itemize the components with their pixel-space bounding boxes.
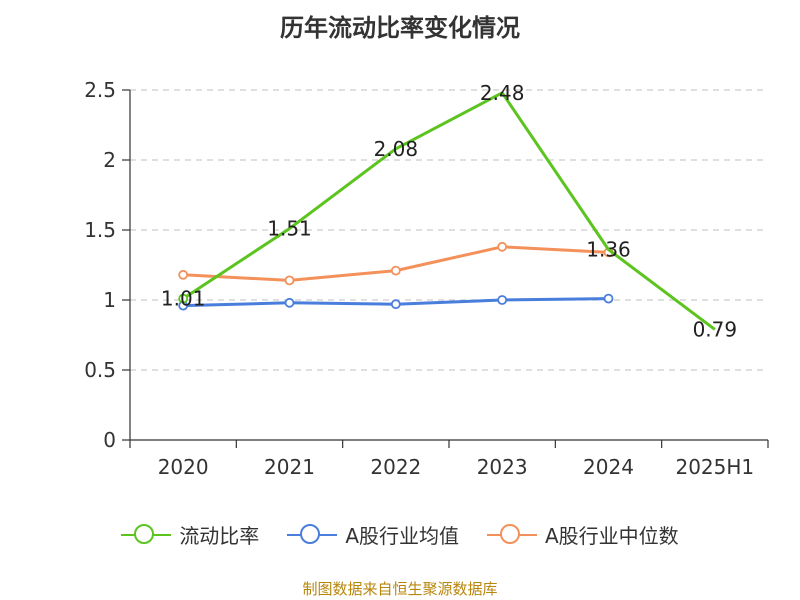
series-group [178,91,716,331]
data-label: 1.01 [161,287,206,311]
data-label: 0.79 [693,317,738,341]
x-tick-label: 2022 [370,455,421,479]
y-tick-label: 2.5 [84,78,116,102]
legend-item-series-0[interactable]: 流动比率 [121,520,259,549]
data-point [178,293,189,304]
x-tick-label: 2023 [477,455,528,479]
x-tick-label: 2020 [158,455,209,479]
data-label: 1.51 [267,217,312,241]
data-point [284,275,295,286]
y-tick-label: 2 [103,148,116,172]
series-line-0 [182,91,716,331]
x-tick-label: 2021 [264,455,315,479]
data-labels: 1.01 1.51 2.08 2.48 1.36 0.79 [161,81,737,342]
legend-item-series-2[interactable]: A股行业中位数 [487,520,679,549]
x-tick-label: 2025H1 [675,455,754,479]
legend-swatch-icon [487,523,537,547]
data-label: 2.08 [374,137,419,161]
legend-label: A股行业中位数 [545,524,679,548]
data-point [497,295,508,305]
data-point [390,299,401,310]
grid-lines [130,89,768,371]
legend: 流动比率 A股行业均值 A股行业中位数 [0,520,800,549]
legend-label: 流动比率 [179,524,260,548]
y-tick-label: 0 [103,428,116,452]
data-label: 1.36 [586,238,631,262]
legend-swatch-icon [287,523,338,547]
data-label: 2.48 [480,81,525,105]
source-note: 制图数据来自恒生聚源数据库 [302,580,498,598]
x-tick-label: 2024 [583,455,634,479]
data-point [284,297,295,308]
data-point [178,269,189,280]
y-tick-label: 1.5 [84,218,116,242]
axes: 0 0.5 1 1.5 2 2.5 2020 2021 2022 2023 2024 2025H1 [84,78,769,479]
legend-swatch-icon [121,523,172,547]
data-point [497,241,508,252]
legend-label: A股行业均值 [345,524,459,548]
data-point [603,293,614,304]
chart-title: 历年流动比率变化情况 [280,14,520,42]
data-point [390,265,401,276]
y-tick-label: 0.5 [84,358,116,382]
y-tick-label: 1 [103,288,116,312]
legend-item-series-1[interactable]: A股行业均值 [287,520,459,549]
